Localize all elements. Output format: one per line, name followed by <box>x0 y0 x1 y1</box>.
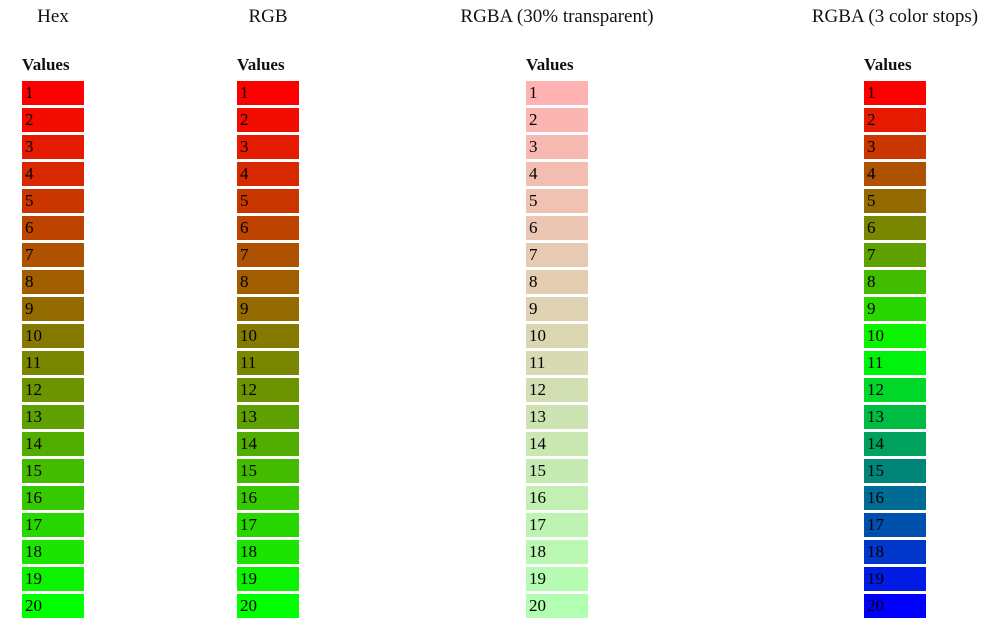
value-cell[interactable]: 13 <box>526 405 588 429</box>
value-cell[interactable]: 11 <box>526 351 588 375</box>
value-cell[interactable]: 16 <box>22 486 84 510</box>
value-cell[interactable]: 10 <box>237 324 299 348</box>
value-cell[interactable]: 9 <box>526 297 588 321</box>
value-cell[interactable]: 18 <box>864 540 926 564</box>
value-cell[interactable]: 8 <box>237 270 299 294</box>
value-cell[interactable]: 14 <box>22 432 84 456</box>
value-cell[interactable]: 4 <box>22 162 84 186</box>
value-cells-rgb: 1 2 3 4 5 6 7 8 9 10 11 12 13 14 15 16 17 18 19 20 <box>237 81 299 621</box>
value-cell[interactable]: 4 <box>526 162 588 186</box>
value-cell[interactable]: 20 <box>526 594 588 618</box>
value-cell[interactable]: 18 <box>22 540 84 564</box>
value-cell[interactable]: 9 <box>864 297 926 321</box>
group-rgb: RGB Values 1 2 3 4 5 6 7 8 9 10 11 12 13 14 15 16 17 18 19… <box>237 0 299 643</box>
value-cell[interactable]: 20 <box>864 594 926 618</box>
value-cell[interactable]: 1 <box>22 81 84 105</box>
value-cell[interactable]: 1 <box>237 81 299 105</box>
value-cell[interactable]: 5 <box>526 189 588 213</box>
value-cell[interactable]: 10 <box>864 324 926 348</box>
value-cell[interactable]: 17 <box>22 513 84 537</box>
values-column-header: Values <box>864 55 912 74</box>
value-cell[interactable]: 7 <box>237 243 299 267</box>
value-cell[interactable]: 3 <box>22 135 84 159</box>
value-cell[interactable]: 5 <box>22 189 84 213</box>
value-cell[interactable]: 15 <box>526 459 588 483</box>
group-title-rgba-transparent: RGBA (30% transparent) <box>460 6 654 27</box>
value-cell[interactable]: 1 <box>864 81 926 105</box>
value-cell[interactable]: 9 <box>22 297 84 321</box>
group-hex: Hex Values 1 2 3 4 5 6 7 8 9 10 11 12 13 14 15 16 17 18 19… <box>22 0 84 643</box>
value-cell[interactable]: 14 <box>864 432 926 456</box>
value-cell[interactable]: 5 <box>237 189 299 213</box>
value-cell[interactable]: 2 <box>22 108 84 132</box>
value-cell[interactable]: 16 <box>526 486 588 510</box>
value-cell[interactable]: 17 <box>237 513 299 537</box>
value-cell[interactable]: 11 <box>22 351 84 375</box>
value-cell[interactable]: 20 <box>237 594 299 618</box>
value-cell[interactable]: 9 <box>237 297 299 321</box>
value-cell[interactable]: 18 <box>237 540 299 564</box>
values-column-header: Values <box>22 55 70 74</box>
value-cell[interactable]: 15 <box>237 459 299 483</box>
value-cell[interactable]: 16 <box>864 486 926 510</box>
value-cell[interactable]: 7 <box>526 243 588 267</box>
value-cell[interactable]: 4 <box>237 162 299 186</box>
group-title-hex: Hex <box>37 6 69 27</box>
value-cell[interactable]: 11 <box>864 351 926 375</box>
value-cell[interactable]: 2 <box>864 108 926 132</box>
value-cells-rgba-transparent: 1 2 3 4 5 6 7 8 9 10 11 12 13 14 15 16 17 18 19 20 <box>526 81 588 621</box>
value-cell[interactable]: 17 <box>526 513 588 537</box>
value-cells-hex: 1 2 3 4 5 6 7 8 9 10 11 12 13 14 15 16 17 18 19 20 <box>22 81 84 621</box>
value-cell[interactable]: 13 <box>864 405 926 429</box>
group-title-rgba-3-color-stops: RGBA (3 color stops) <box>811 6 979 27</box>
value-cell[interactable]: 13 <box>237 405 299 429</box>
value-cell[interactable]: 12 <box>864 378 926 402</box>
value-cell[interactable]: 11 <box>237 351 299 375</box>
value-cell[interactable]: 7 <box>864 243 926 267</box>
value-cell[interactable]: 8 <box>526 270 588 294</box>
value-cell[interactable]: 19 <box>864 567 926 591</box>
value-cell[interactable]: 19 <box>526 567 588 591</box>
value-cell[interactable]: 20 <box>22 594 84 618</box>
value-cell[interactable]: 3 <box>526 135 588 159</box>
value-cell[interactable]: 12 <box>237 378 299 402</box>
value-cell[interactable]: 17 <box>864 513 926 537</box>
value-cell[interactable]: 14 <box>526 432 588 456</box>
value-cell[interactable]: 12 <box>526 378 588 402</box>
value-cell[interactable]: 4 <box>864 162 926 186</box>
value-cell[interactable]: 10 <box>526 324 588 348</box>
values-column-header: Values <box>526 55 574 74</box>
value-cell[interactable]: 15 <box>22 459 84 483</box>
value-cells-rgba-3-color-stops: 1 2 3 4 5 6 7 8 9 10 11 12 13 14 15 16 17 18 19 20 <box>864 81 926 621</box>
value-cell[interactable]: 3 <box>864 135 926 159</box>
value-cell[interactable]: 3 <box>237 135 299 159</box>
value-cell[interactable]: 15 <box>864 459 926 483</box>
value-cell[interactable]: 16 <box>237 486 299 510</box>
value-cell[interactable]: 6 <box>237 216 299 240</box>
value-cell[interactable]: 19 <box>22 567 84 591</box>
value-cell[interactable]: 2 <box>526 108 588 132</box>
value-cell[interactable]: 10 <box>22 324 84 348</box>
value-cell[interactable]: 8 <box>864 270 926 294</box>
value-cell[interactable]: 6 <box>864 216 926 240</box>
value-cell[interactable]: 7 <box>22 243 84 267</box>
values-column-header: Values <box>237 55 285 74</box>
value-cell[interactable]: 12 <box>22 378 84 402</box>
value-cell[interactable]: 14 <box>237 432 299 456</box>
value-cell[interactable]: 1 <box>526 81 588 105</box>
group-title-rgb: RGB <box>248 6 288 27</box>
value-cell[interactable]: 2 <box>237 108 299 132</box>
value-cell[interactable]: 5 <box>864 189 926 213</box>
value-cell[interactable]: 8 <box>22 270 84 294</box>
value-cell[interactable]: 18 <box>526 540 588 564</box>
group-rgba-3-color-stops: RGBA (3 color stops) Values 1 2 3 4 5 6 7 8 9 10 1… <box>812 0 978 643</box>
value-cell[interactable]: 13 <box>22 405 84 429</box>
value-cell[interactable]: 19 <box>237 567 299 591</box>
value-cell[interactable]: 6 <box>526 216 588 240</box>
value-cell[interactable]: 6 <box>22 216 84 240</box>
